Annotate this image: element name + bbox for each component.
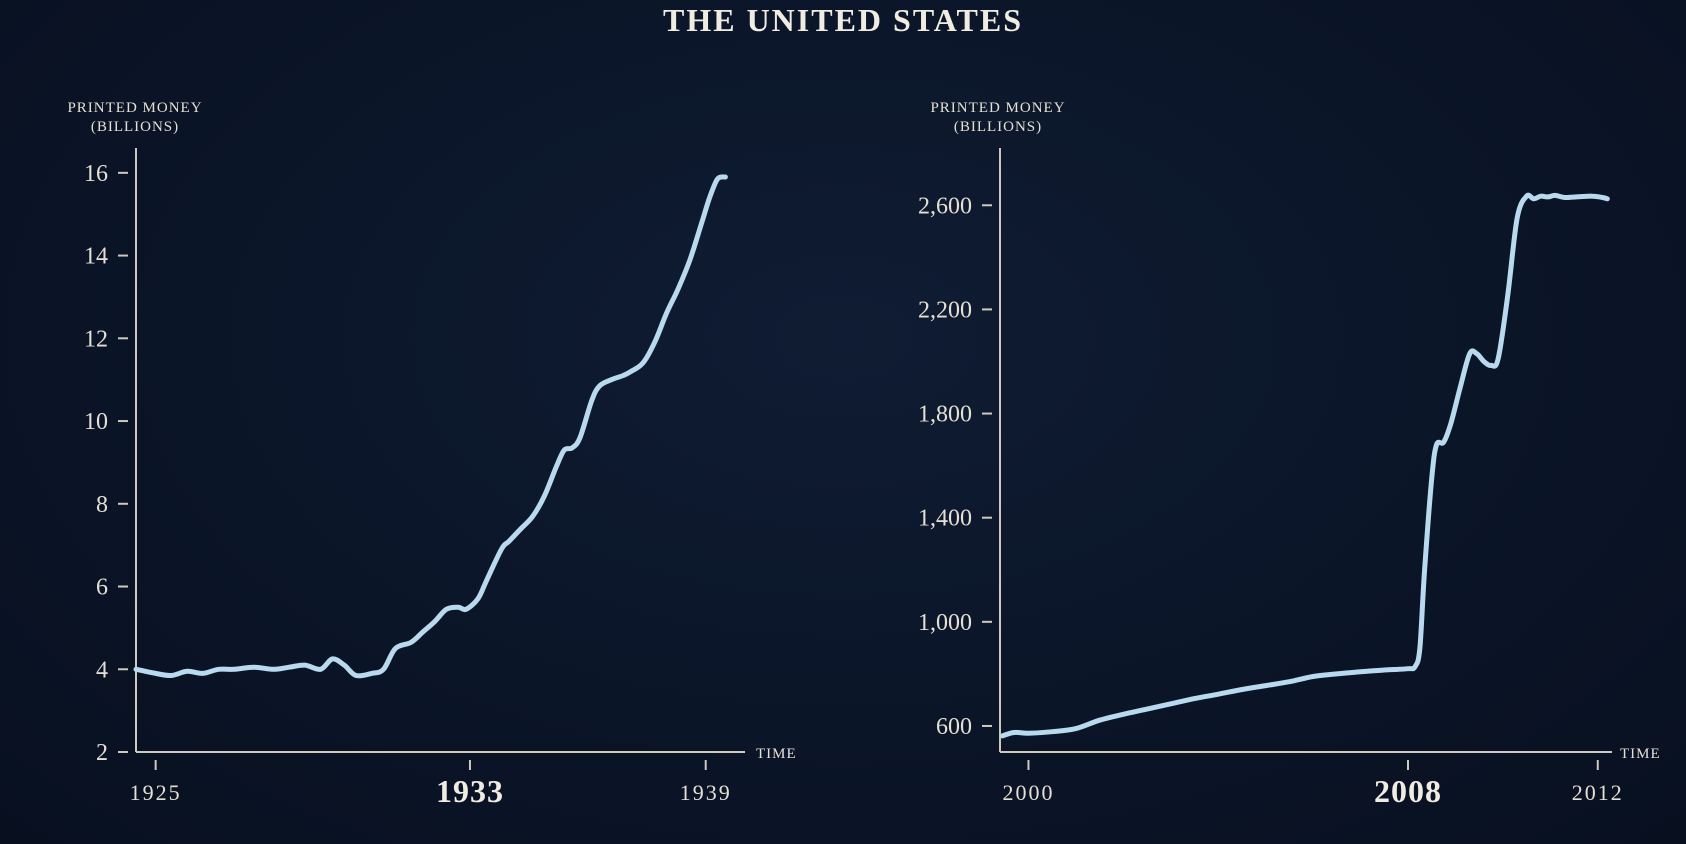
y-tick-label: 1,000 [918,610,972,636]
x-tick-label-emphasis: 1933 [436,773,504,809]
series-line-printed-money [133,174,728,679]
y-tick-label: 12 [84,326,108,352]
y-tick-label: 14 [84,244,108,270]
y-axis-label-line1: PRINTED MONEY [67,100,202,116]
y-tick-label: 10 [84,409,108,435]
y-tick-label: 6 [96,575,108,601]
y-ticks: 600 1,000 1,400 1,800 2,200 2,600 [918,193,992,740]
y-axis-label-line2: (BILLIONS) [954,119,1042,135]
chart-1930s: PRINTED MONEY (BILLIONS) TIME 2 4 6 8 10 12 14… [67,100,797,809]
y-tick-label: 2,600 [918,193,972,219]
y-axis-label-line2: (BILLIONS) [91,119,179,135]
y-tick-label: 600 [936,714,972,740]
x-ticks: 2000 2008 2012 [1002,760,1624,809]
y-ticks: 2 4 6 8 10 12 14 16 [84,161,128,766]
y-tick-label: 4 [96,657,108,683]
x-axis-label: TIME [756,746,797,762]
x-ticks: 1925 1933 1939 [130,760,732,809]
series-line-printed-money [999,192,1610,739]
y-tick-label: 2 [96,740,108,766]
y-tick-label: 16 [84,161,108,187]
y-tick-label: 2,200 [918,297,972,323]
y-tick-label: 1,400 [918,506,972,532]
x-tick-label: 1939 [680,780,732,805]
x-axis-label: TIME [1620,746,1661,762]
y-tick-label: 8 [96,492,108,518]
x-tick-label-emphasis: 2008 [1374,773,1442,809]
x-tick-label: 1925 [130,780,182,805]
chart-2000s: PRINTED MONEY (BILLIONS) TIME 600 1,000 1,… [918,100,1661,809]
y-axis-label-line1: PRINTED MONEY [930,100,1065,116]
x-tick-label: 2000 [1002,780,1054,805]
y-tick-label: 1,800 [918,402,972,428]
x-tick-label: 2012 [1572,780,1624,805]
page-title: THE UNITED STATES [662,2,1024,38]
